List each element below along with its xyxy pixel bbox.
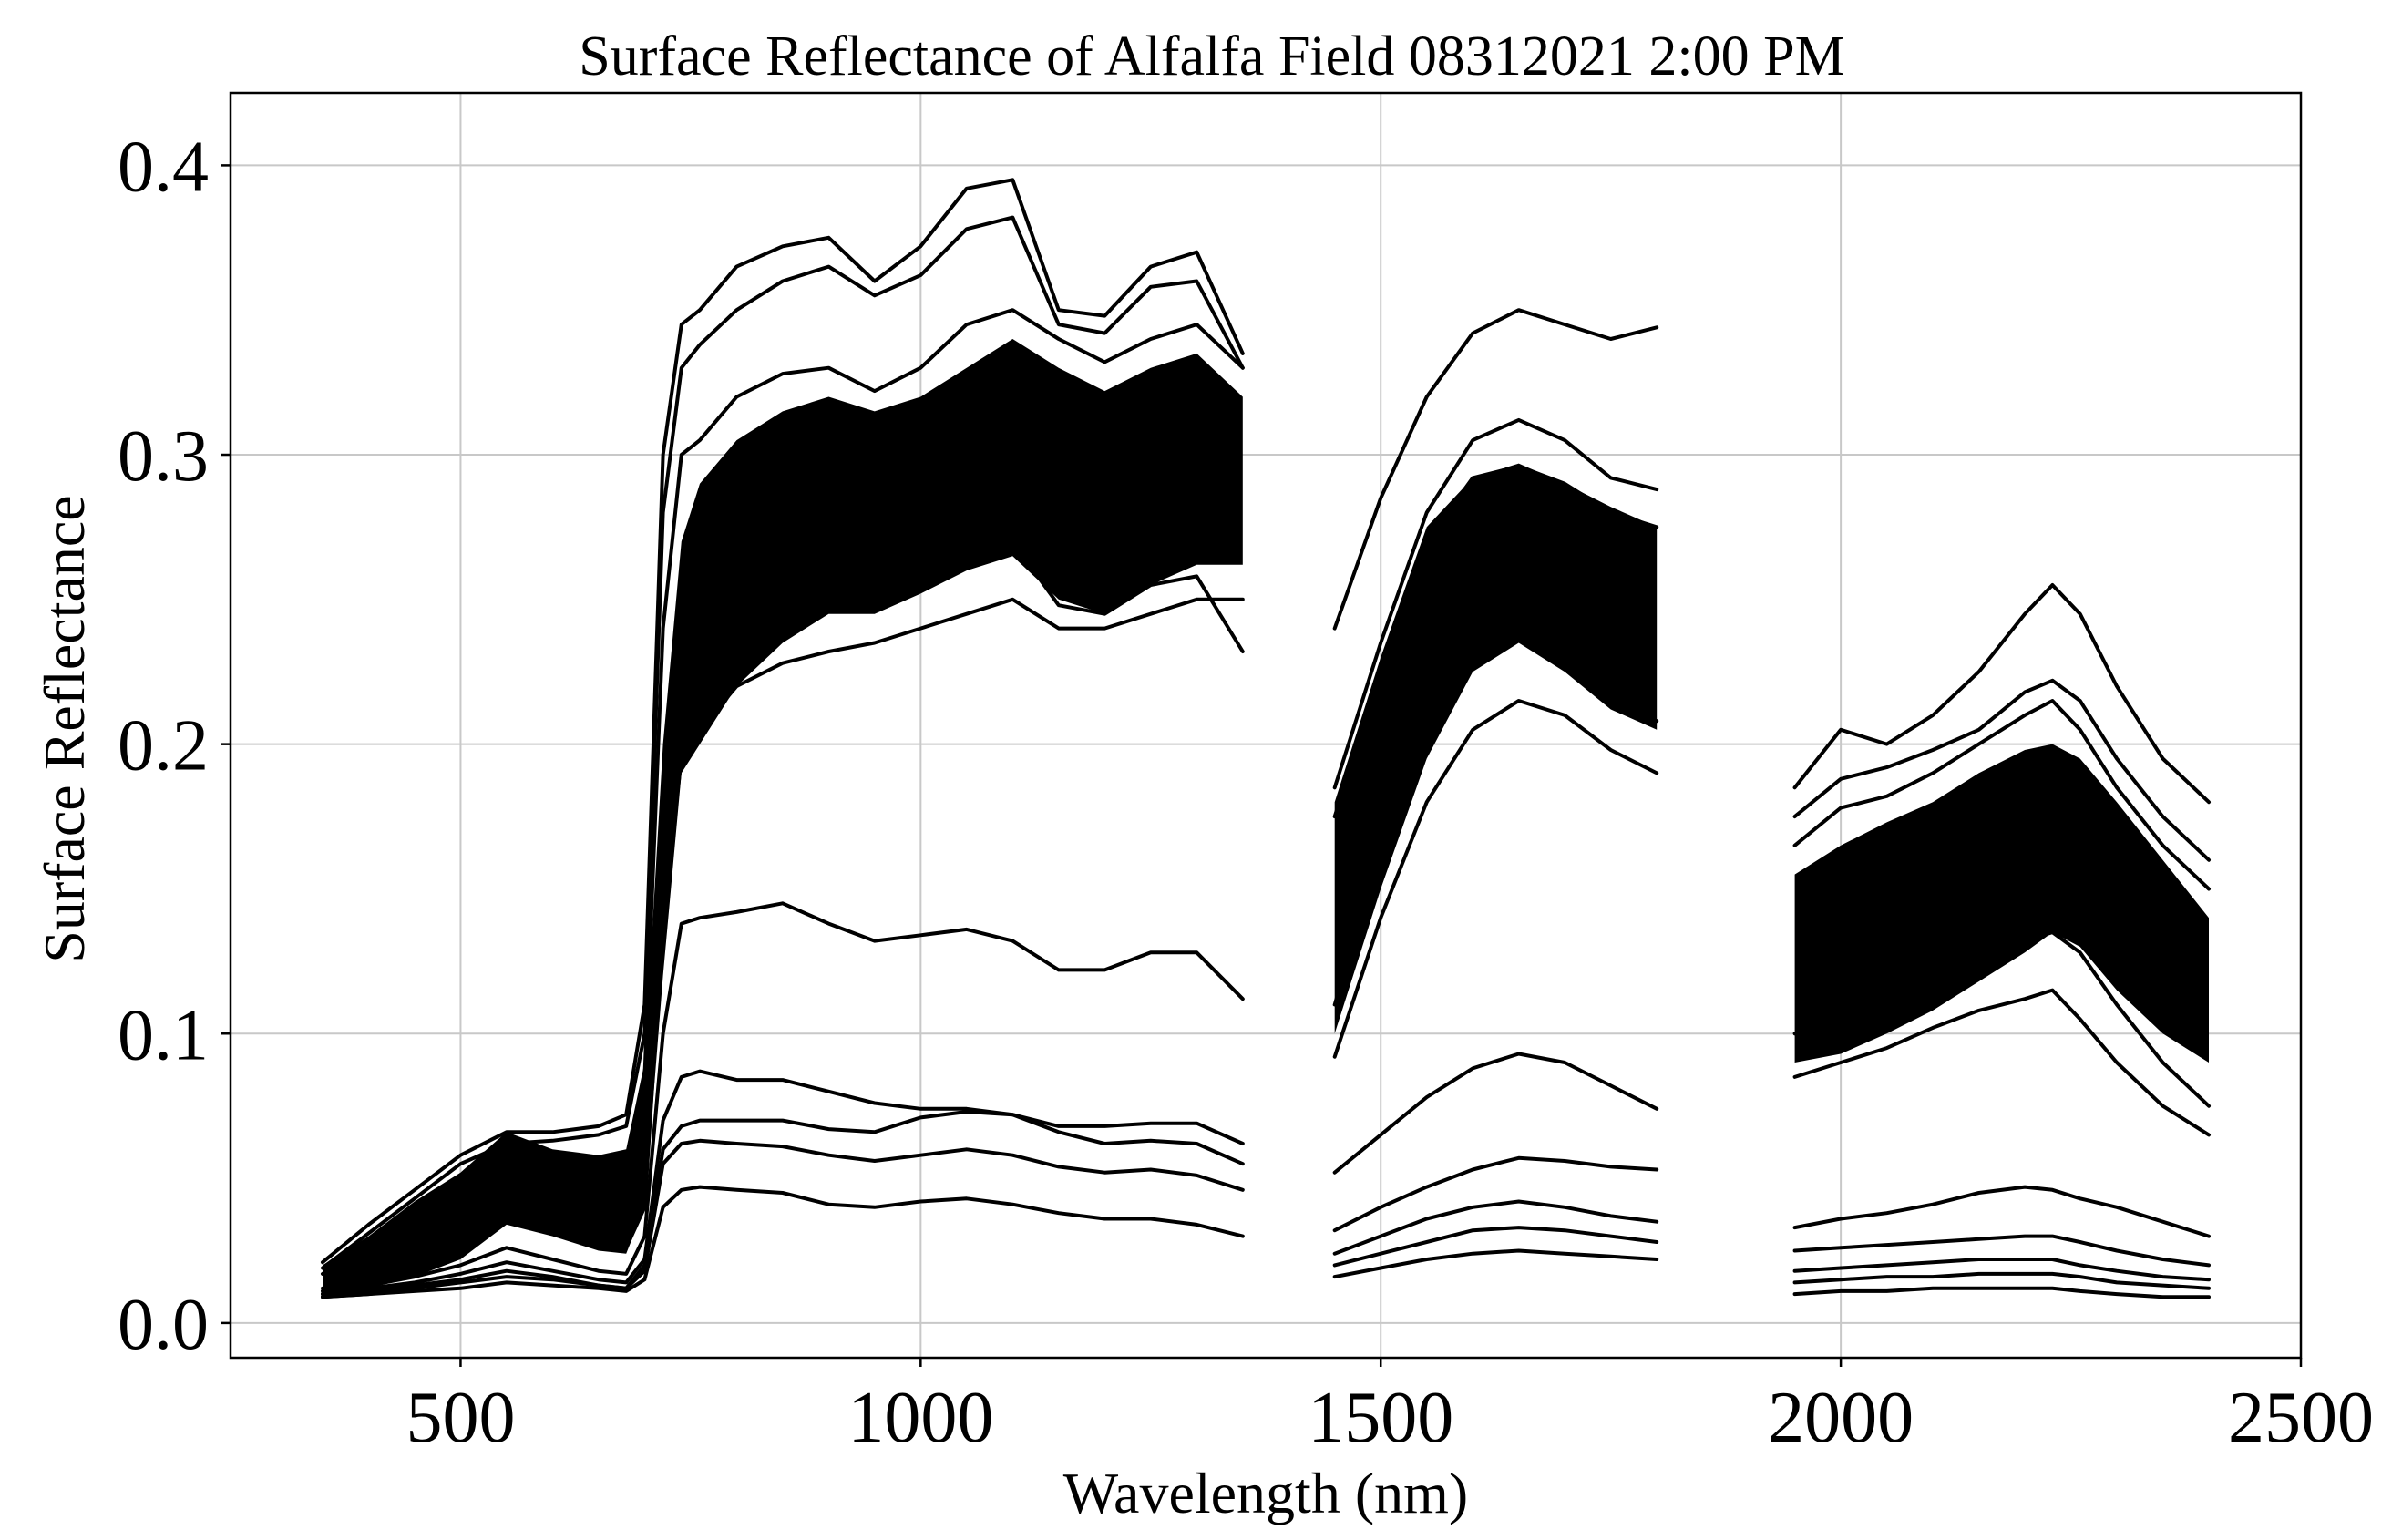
spectrum-line-3-vnir (321, 308, 1245, 1276)
spectrum-line-1-swir2 (1792, 583, 2211, 805)
spectrum-line-9-swir1 (1332, 1226, 1659, 1268)
y-tick-label: 0.4 (118, 127, 209, 207)
dense-spectra-band (323, 339, 2209, 1295)
spectrum-line-1-swir1 (1332, 308, 1659, 631)
spectrum-line-2-vnir (321, 215, 1245, 1270)
spectrum-line-3-swir2 (1792, 699, 2211, 891)
spectrum-line-5-swir1 (1332, 699, 1659, 1059)
spectrum-line-10-vnir (321, 1185, 1245, 1299)
spectrum-line-8-swir2 (1792, 1258, 2211, 1282)
spectrum-line-9-swir2 (1792, 1271, 2211, 1290)
spectrum-line-10-swir1 (1332, 1248, 1659, 1279)
y-tick-label: 0.0 (118, 1285, 209, 1365)
dense-band-swir2 (1794, 744, 2209, 1063)
spectrum-line-5-swir2 (1792, 988, 2211, 1137)
spectrum-line-6-swir2 (1792, 1185, 2211, 1238)
spectra-lines (321, 178, 2211, 1299)
y-tick-label: 0.1 (118, 995, 209, 1075)
y-tick-label: 0.2 (118, 706, 209, 786)
spectrum-line-2-swir1 (1332, 417, 1659, 790)
spectrum-line-3-swir1 (1332, 464, 1659, 819)
x-tick-label: 2000 (1768, 1378, 1914, 1458)
x-tick-label: 1500 (1308, 1378, 1453, 1458)
y-axis-label: Surface Reflectance (32, 495, 97, 962)
spectrum-line-8-swir1 (1332, 1199, 1659, 1256)
dense-band-swir1 (1334, 463, 1658, 1034)
spectrum-line-5-vnir (321, 597, 1245, 1293)
spectrum-line-4-swir2 (1792, 930, 2211, 1108)
x-axis-label: Wavelength (nm) (1063, 1461, 1468, 1525)
spectrum-line-7-swir1 (1332, 1155, 1659, 1233)
spectrum-line-6-vnir (321, 901, 1245, 1297)
spectrum-line-8-vnir (321, 1110, 1245, 1299)
x-axis-ticks: 500 1000 1500 2000 2500 (405, 1358, 2374, 1458)
spectrum-line-7-swir2 (1792, 1234, 2211, 1268)
spectrum-line-7-vnir (321, 1069, 1245, 1297)
spectrum-line-6-swir1 (1332, 1052, 1659, 1175)
y-axis-ticks: 0.0 0.1 0.2 0.3 0.4 (118, 127, 231, 1365)
spectrum-line-10-swir2 (1792, 1286, 2211, 1299)
x-tick-label: 500 (405, 1378, 515, 1458)
spectrum-line-1-vnir (321, 178, 1245, 1265)
spectrum-line-4-swir1 (1332, 631, 1659, 1007)
plot-frame (229, 91, 2303, 1360)
spectrum-line-2-swir2 (1792, 678, 2211, 862)
dense-band-vnir (323, 339, 1243, 1295)
spectrum-line-4-vnir (321, 525, 1245, 1290)
chart-title: Surface Reflectance of Alfalfa Field 083… (579, 26, 1844, 87)
x-tick-label: 1000 (847, 1378, 993, 1458)
y-tick-label: 0.3 (118, 416, 209, 497)
x-tick-label: 2500 (2228, 1378, 2374, 1458)
spectrum-line-9-vnir (321, 1138, 1245, 1299)
